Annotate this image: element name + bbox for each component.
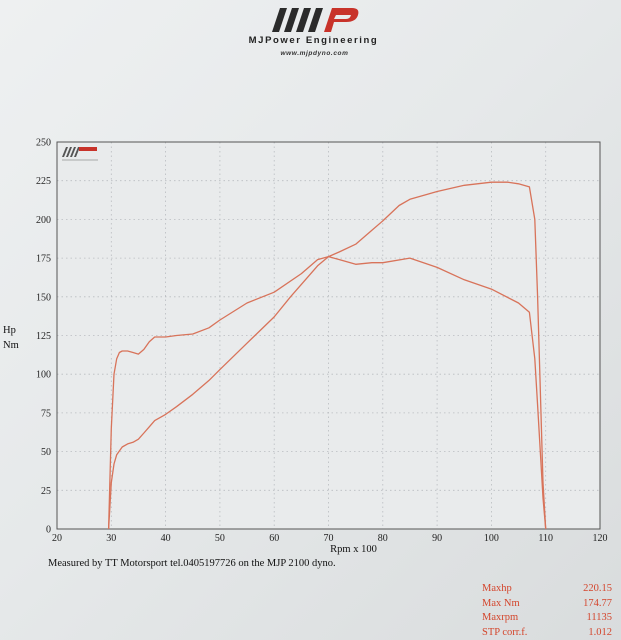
summary-value: 11135	[586, 612, 612, 623]
mini-logo-bar	[70, 147, 76, 157]
mini-logo-bar	[62, 147, 68, 157]
summary-label: Max Nm	[482, 597, 520, 609]
x-tick-label: 80	[378, 533, 388, 544]
dyno-chart: 20 30 40 50 60 70 80 90 100 110 120 0 25 50 75 100 125 15…	[3, 138, 608, 556]
brand-name: MJPower Engineering	[248, 35, 379, 46]
y-tick-label: 100	[36, 370, 51, 381]
summary-label: STP corr.f.	[482, 626, 528, 638]
summary-label: Maxrpm	[482, 612, 519, 623]
brand-url: www.mjpdyno.com	[280, 50, 349, 57]
plot-frame	[56, 141, 601, 530]
mini-logo-accent	[79, 147, 97, 151]
summary-label: Maxhp	[482, 583, 512, 594]
summary-row: Maxrpm 11135	[482, 611, 612, 626]
y-tick-label: 25	[41, 486, 51, 497]
x-tick-label: 40	[161, 533, 171, 544]
summary-row: Maxhp 220.15	[482, 582, 612, 597]
y-tick-label: 125	[36, 331, 51, 342]
x-tick-label: 60	[269, 533, 279, 544]
summary-value: 174.77	[583, 597, 612, 609]
y-tick-label: 75	[41, 408, 51, 419]
x-tick-label: 20	[52, 533, 62, 544]
x-axis-label: Rpm x 100	[330, 544, 377, 555]
summary-value: 1.012	[588, 626, 612, 638]
x-tick-label: 90	[432, 533, 442, 544]
header: MJPower Engineering www.mjpdyno.com	[0, 0, 621, 80]
y-tick-label: 50	[41, 447, 51, 458]
y-tick-label: 175	[36, 254, 51, 265]
y-tick-label: 250	[36, 138, 51, 149]
x-tick-label: 30	[106, 533, 116, 544]
y-axis-label: Nm	[3, 340, 19, 351]
x-tick-label: 120	[593, 533, 608, 544]
summary-row: Max Nm 174.77	[482, 597, 612, 612]
x-tick-label: 100	[484, 533, 499, 544]
series-line	[107, 255, 547, 530]
y-tick-label: 200	[36, 215, 51, 226]
y-axis-label: Hp	[3, 325, 16, 336]
mini-logo-bar	[66, 147, 72, 157]
summary-table: Maxhp 220.15 Max Nm 174.77 Maxrpm 11135 …	[482, 582, 612, 640]
x-tick-label: 70	[324, 533, 334, 544]
plot-brand-mark	[62, 147, 98, 161]
x-tick-label: 110	[538, 533, 553, 544]
summary-row: STP corr.f. 1.012	[482, 626, 612, 640]
series-line	[107, 181, 547, 530]
mini-logo-bar	[74, 147, 80, 157]
x-tick-label: 50	[215, 533, 225, 544]
y-tick-label: 0	[46, 525, 51, 536]
summary-value: 220.15	[583, 583, 612, 594]
y-tick-label: 150	[36, 292, 51, 303]
mjp-logo-icon	[272, 8, 359, 32]
measurement-note: Measured by TT Motorsport tel.0405197726…	[48, 558, 336, 569]
y-tick-label: 225	[36, 176, 51, 187]
